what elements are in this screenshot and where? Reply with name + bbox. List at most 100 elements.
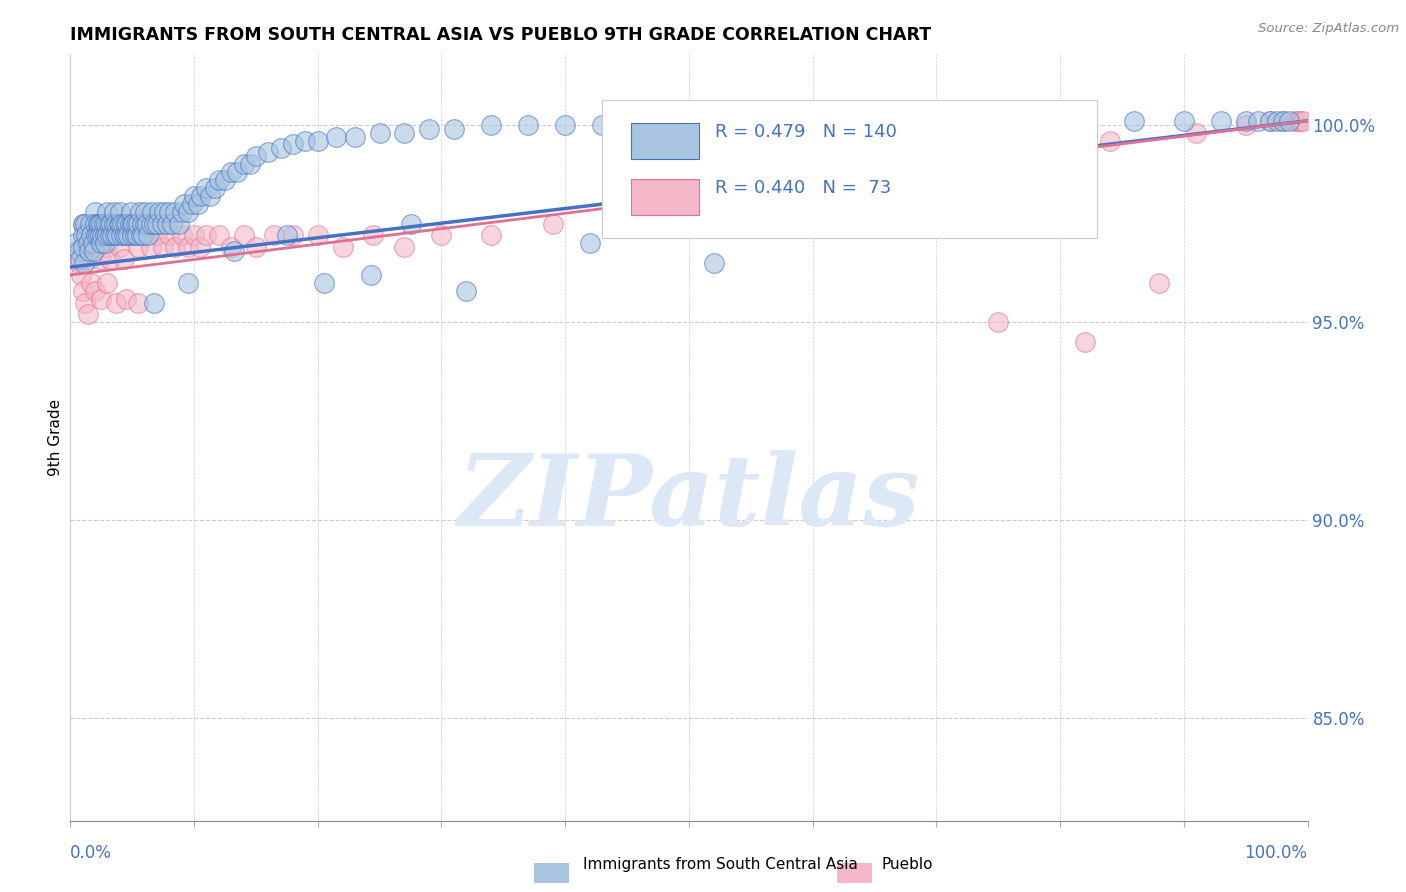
- Point: [127, 295, 149, 310]
- Point: [84, 284, 107, 298]
- Point: [83, 244, 105, 259]
- Point: [1247, 113, 1270, 128]
- Text: R = 0.479   N = 140: R = 0.479 N = 140: [714, 123, 897, 141]
- Point: [82, 217, 104, 231]
- Point: [110, 228, 132, 243]
- Point: [127, 240, 149, 254]
- Point: [90, 217, 112, 231]
- Point: [257, 145, 280, 160]
- Point: [94, 228, 117, 243]
- Point: [368, 126, 391, 140]
- Point: [98, 252, 121, 267]
- Point: [312, 276, 335, 290]
- Text: 100.0%: 100.0%: [1244, 844, 1308, 862]
- Point: [276, 228, 298, 243]
- Point: [139, 240, 162, 254]
- Point: [84, 217, 107, 231]
- Point: [121, 228, 143, 243]
- Point: [183, 228, 205, 243]
- Point: [456, 284, 478, 298]
- Point: [86, 240, 108, 254]
- Point: [219, 165, 242, 179]
- Point: [703, 256, 725, 270]
- Point: [77, 240, 100, 254]
- Point: [204, 181, 226, 195]
- Point: [678, 113, 700, 128]
- Point: [134, 204, 156, 219]
- Point: [343, 129, 366, 144]
- FancyBboxPatch shape: [526, 860, 578, 887]
- Point: [1185, 126, 1208, 140]
- Point: [84, 228, 107, 243]
- Point: [294, 134, 316, 148]
- Point: [129, 228, 152, 243]
- Point: [141, 204, 163, 219]
- Point: [84, 228, 107, 243]
- Point: [146, 217, 169, 231]
- Point: [67, 256, 90, 270]
- Point: [925, 113, 948, 128]
- Point: [134, 217, 156, 231]
- Point: [1260, 113, 1282, 128]
- Point: [190, 189, 212, 203]
- Point: [112, 252, 135, 267]
- Point: [307, 228, 329, 243]
- Point: [72, 228, 94, 243]
- Point: [132, 228, 155, 243]
- Point: [1291, 113, 1313, 128]
- Point: [86, 217, 108, 231]
- Point: [628, 113, 651, 128]
- Point: [177, 240, 200, 254]
- Point: [101, 228, 124, 243]
- Point: [195, 181, 218, 195]
- Point: [1234, 113, 1257, 128]
- Point: [208, 173, 231, 187]
- Point: [616, 204, 638, 219]
- Point: [974, 113, 997, 128]
- Point: [156, 217, 179, 231]
- Point: [180, 196, 202, 211]
- Point: [118, 217, 141, 231]
- Point: [173, 196, 195, 211]
- Point: [69, 252, 91, 267]
- Point: [1123, 113, 1146, 128]
- Point: [153, 204, 176, 219]
- Point: [72, 240, 94, 254]
- Point: [232, 157, 254, 171]
- Point: [124, 228, 146, 243]
- Point: [105, 295, 128, 310]
- Point: [591, 118, 613, 132]
- Point: [75, 295, 97, 310]
- Point: [827, 113, 849, 128]
- Point: [94, 228, 117, 243]
- Y-axis label: 9th Grade: 9th Grade: [48, 399, 63, 475]
- Point: [170, 228, 193, 243]
- Point: [394, 126, 416, 140]
- Point: [115, 217, 138, 231]
- Point: [360, 268, 382, 282]
- Point: [97, 217, 120, 231]
- Point: [80, 228, 103, 243]
- Point: [87, 217, 110, 231]
- Point: [114, 217, 136, 231]
- Point: [108, 240, 131, 254]
- Point: [987, 315, 1010, 329]
- Point: [1265, 113, 1288, 128]
- Text: R = 0.440   N =  73: R = 0.440 N = 73: [714, 178, 891, 197]
- Point: [105, 228, 128, 243]
- Point: [79, 252, 101, 267]
- Point: [727, 113, 749, 128]
- Point: [125, 217, 148, 231]
- Point: [263, 228, 285, 243]
- Point: [1260, 113, 1282, 128]
- Point: [98, 228, 121, 243]
- Point: [120, 204, 142, 219]
- Point: [157, 204, 180, 219]
- Point: [363, 228, 385, 243]
- Text: 0.0%: 0.0%: [70, 844, 112, 862]
- Point: [150, 217, 173, 231]
- Point: [115, 228, 138, 243]
- Text: Pueblo: Pueblo: [882, 857, 934, 872]
- Point: [214, 173, 236, 187]
- Point: [232, 228, 254, 243]
